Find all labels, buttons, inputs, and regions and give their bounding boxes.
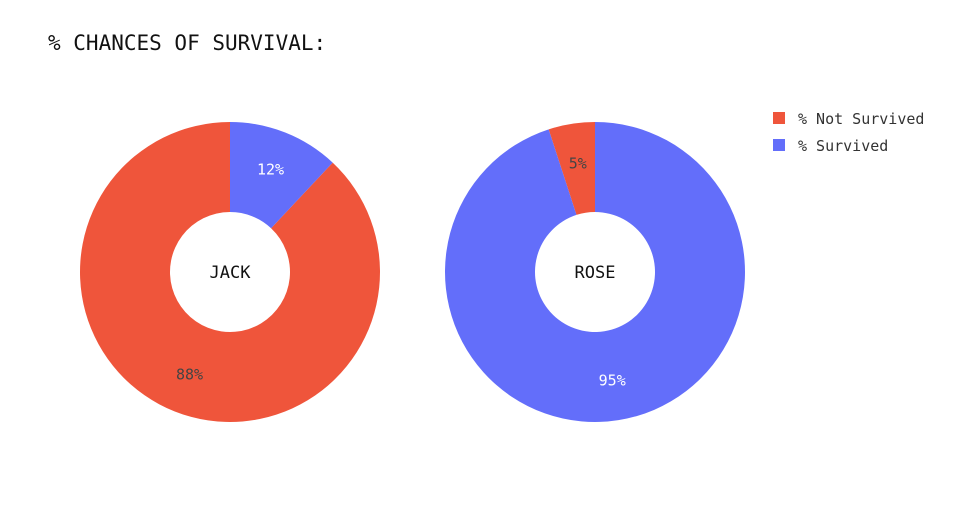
legend-label-survived: % Survived	[798, 137, 888, 155]
slice-jack-survived[interactable]	[230, 122, 333, 229]
slice-label-rose-survived: 95%	[599, 372, 626, 390]
slice-jack-not-survived[interactable]	[79, 122, 380, 423]
legend-item-survived[interactable]: % Survived	[773, 137, 888, 155]
legend[interactable]: % Not Survived % Survived	[773, 110, 924, 155]
donut-chart-jack: 88% 12% JACK	[79, 122, 380, 423]
slice-label-rose-not-survived: 5%	[569, 154, 587, 172]
slice-rose-not-survived[interactable]	[548, 122, 595, 215]
slice-rose-survived[interactable]	[445, 122, 746, 423]
donut-center-label-jack: JACK	[210, 263, 252, 283]
legend-swatch-not-survived	[773, 112, 785, 124]
chart-title: % CHANCES OF SURVIVAL:	[48, 31, 326, 55]
legend-item-not-survived[interactable]: % Not Survived	[773, 110, 924, 128]
legend-label-not-survived: % Not Survived	[798, 110, 924, 128]
legend-swatch-survived	[773, 139, 785, 151]
slice-label-jack-not-survived: 88%	[176, 365, 203, 383]
donut-center-label-rose: ROSE	[575, 263, 616, 283]
donut-chart-rose: 5% 95% ROSE	[445, 122, 746, 423]
slice-label-jack-survived: 12%	[257, 161, 284, 179]
